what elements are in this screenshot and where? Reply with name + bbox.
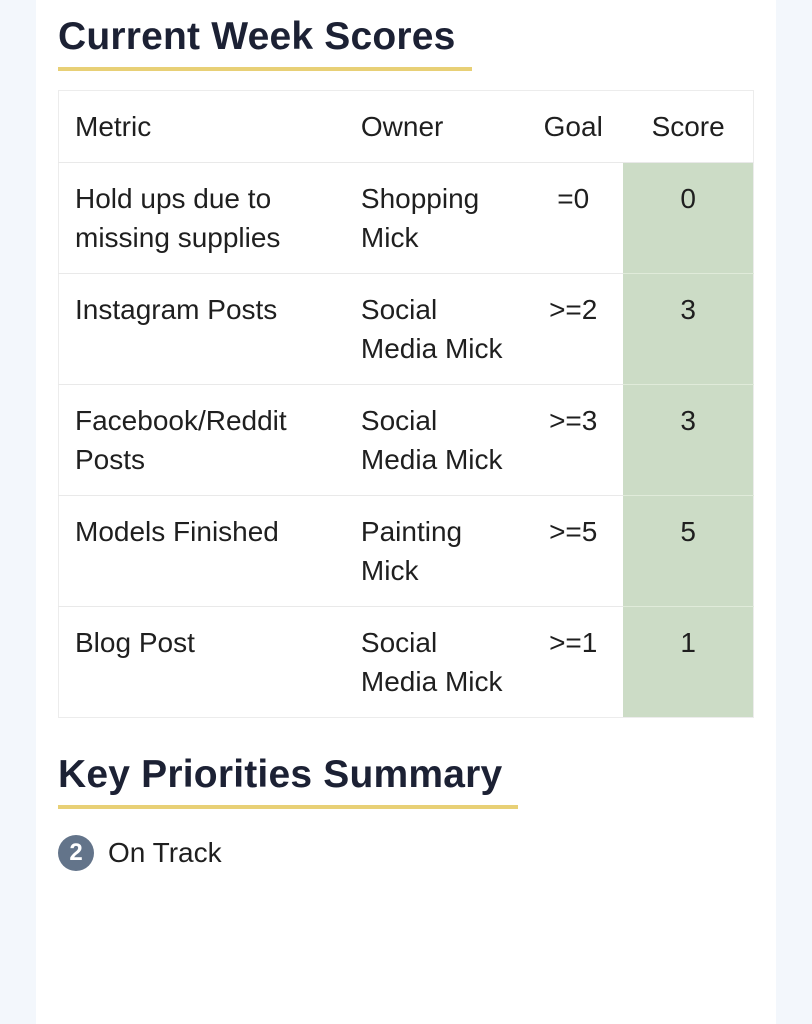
table-row: Blog Post Social Media Mick >=1 1 xyxy=(59,606,754,718)
metric-cell: Instagram Posts xyxy=(58,273,345,385)
column-header-goal: Goal xyxy=(523,90,624,163)
goal-cell: >=3 xyxy=(523,384,624,496)
table-header-row: Metric Owner Goal Score xyxy=(58,90,754,163)
goal-cell: =0 xyxy=(523,162,624,274)
metric-cell: Hold ups due to missing supplies xyxy=(58,162,345,274)
table-row: Hold ups due to missing supplies Shoppin… xyxy=(58,162,754,274)
table-row: Facebook/Reddit Posts Social Media Mick … xyxy=(58,384,754,496)
score-cell: 1 xyxy=(623,606,754,718)
status-label: On Track xyxy=(108,837,222,868)
goal-cell: >=2 xyxy=(523,273,624,385)
score-cell: 5 xyxy=(623,495,754,607)
score-cell: 0 xyxy=(623,162,754,274)
owner-cell: Shopping Mick xyxy=(344,162,524,274)
metric-cell: Blog Post xyxy=(75,627,195,658)
column-header-metric: Metric xyxy=(58,90,345,163)
goal-cell: >=1 xyxy=(549,627,598,658)
status-row: 2 On Track xyxy=(58,835,768,871)
goal-cell: >=5 xyxy=(523,495,624,607)
owner-cell: Social Media Mick xyxy=(360,627,503,697)
column-header-score: Score xyxy=(623,90,754,163)
owner-cell: Social Media Mick xyxy=(344,273,524,385)
score-cell: 3 xyxy=(623,273,754,385)
table-row: Instagram Posts Social Media Mick >=2 3 xyxy=(58,273,754,385)
scores-section-title: Current Week Scores xyxy=(58,16,472,71)
scores-table: Metric Owner Goal Score Hold ups due to … xyxy=(58,90,754,718)
priorities-section-title: Key Priorities Summary xyxy=(58,754,519,809)
table-row: Models Finished Painting Mick >=5 5 xyxy=(58,495,754,607)
score-cell: 3 xyxy=(623,384,754,496)
owner-cell: Social Media Mick xyxy=(344,384,524,496)
metric-cell: Models Finished xyxy=(58,495,345,607)
owner-cell: Painting Mick xyxy=(344,495,524,607)
scores-section: Current Week Scores Metric Owner Goal Sc… xyxy=(58,0,768,718)
column-header-owner: Owner xyxy=(344,90,524,163)
count-badge: 2 xyxy=(58,835,94,871)
content-card: Current Week Scores Metric Owner Goal Sc… xyxy=(36,0,776,1024)
metric-cell: Facebook/Reddit Posts xyxy=(58,384,345,496)
priorities-section: Key Priorities Summary 2 On Track xyxy=(58,718,768,871)
